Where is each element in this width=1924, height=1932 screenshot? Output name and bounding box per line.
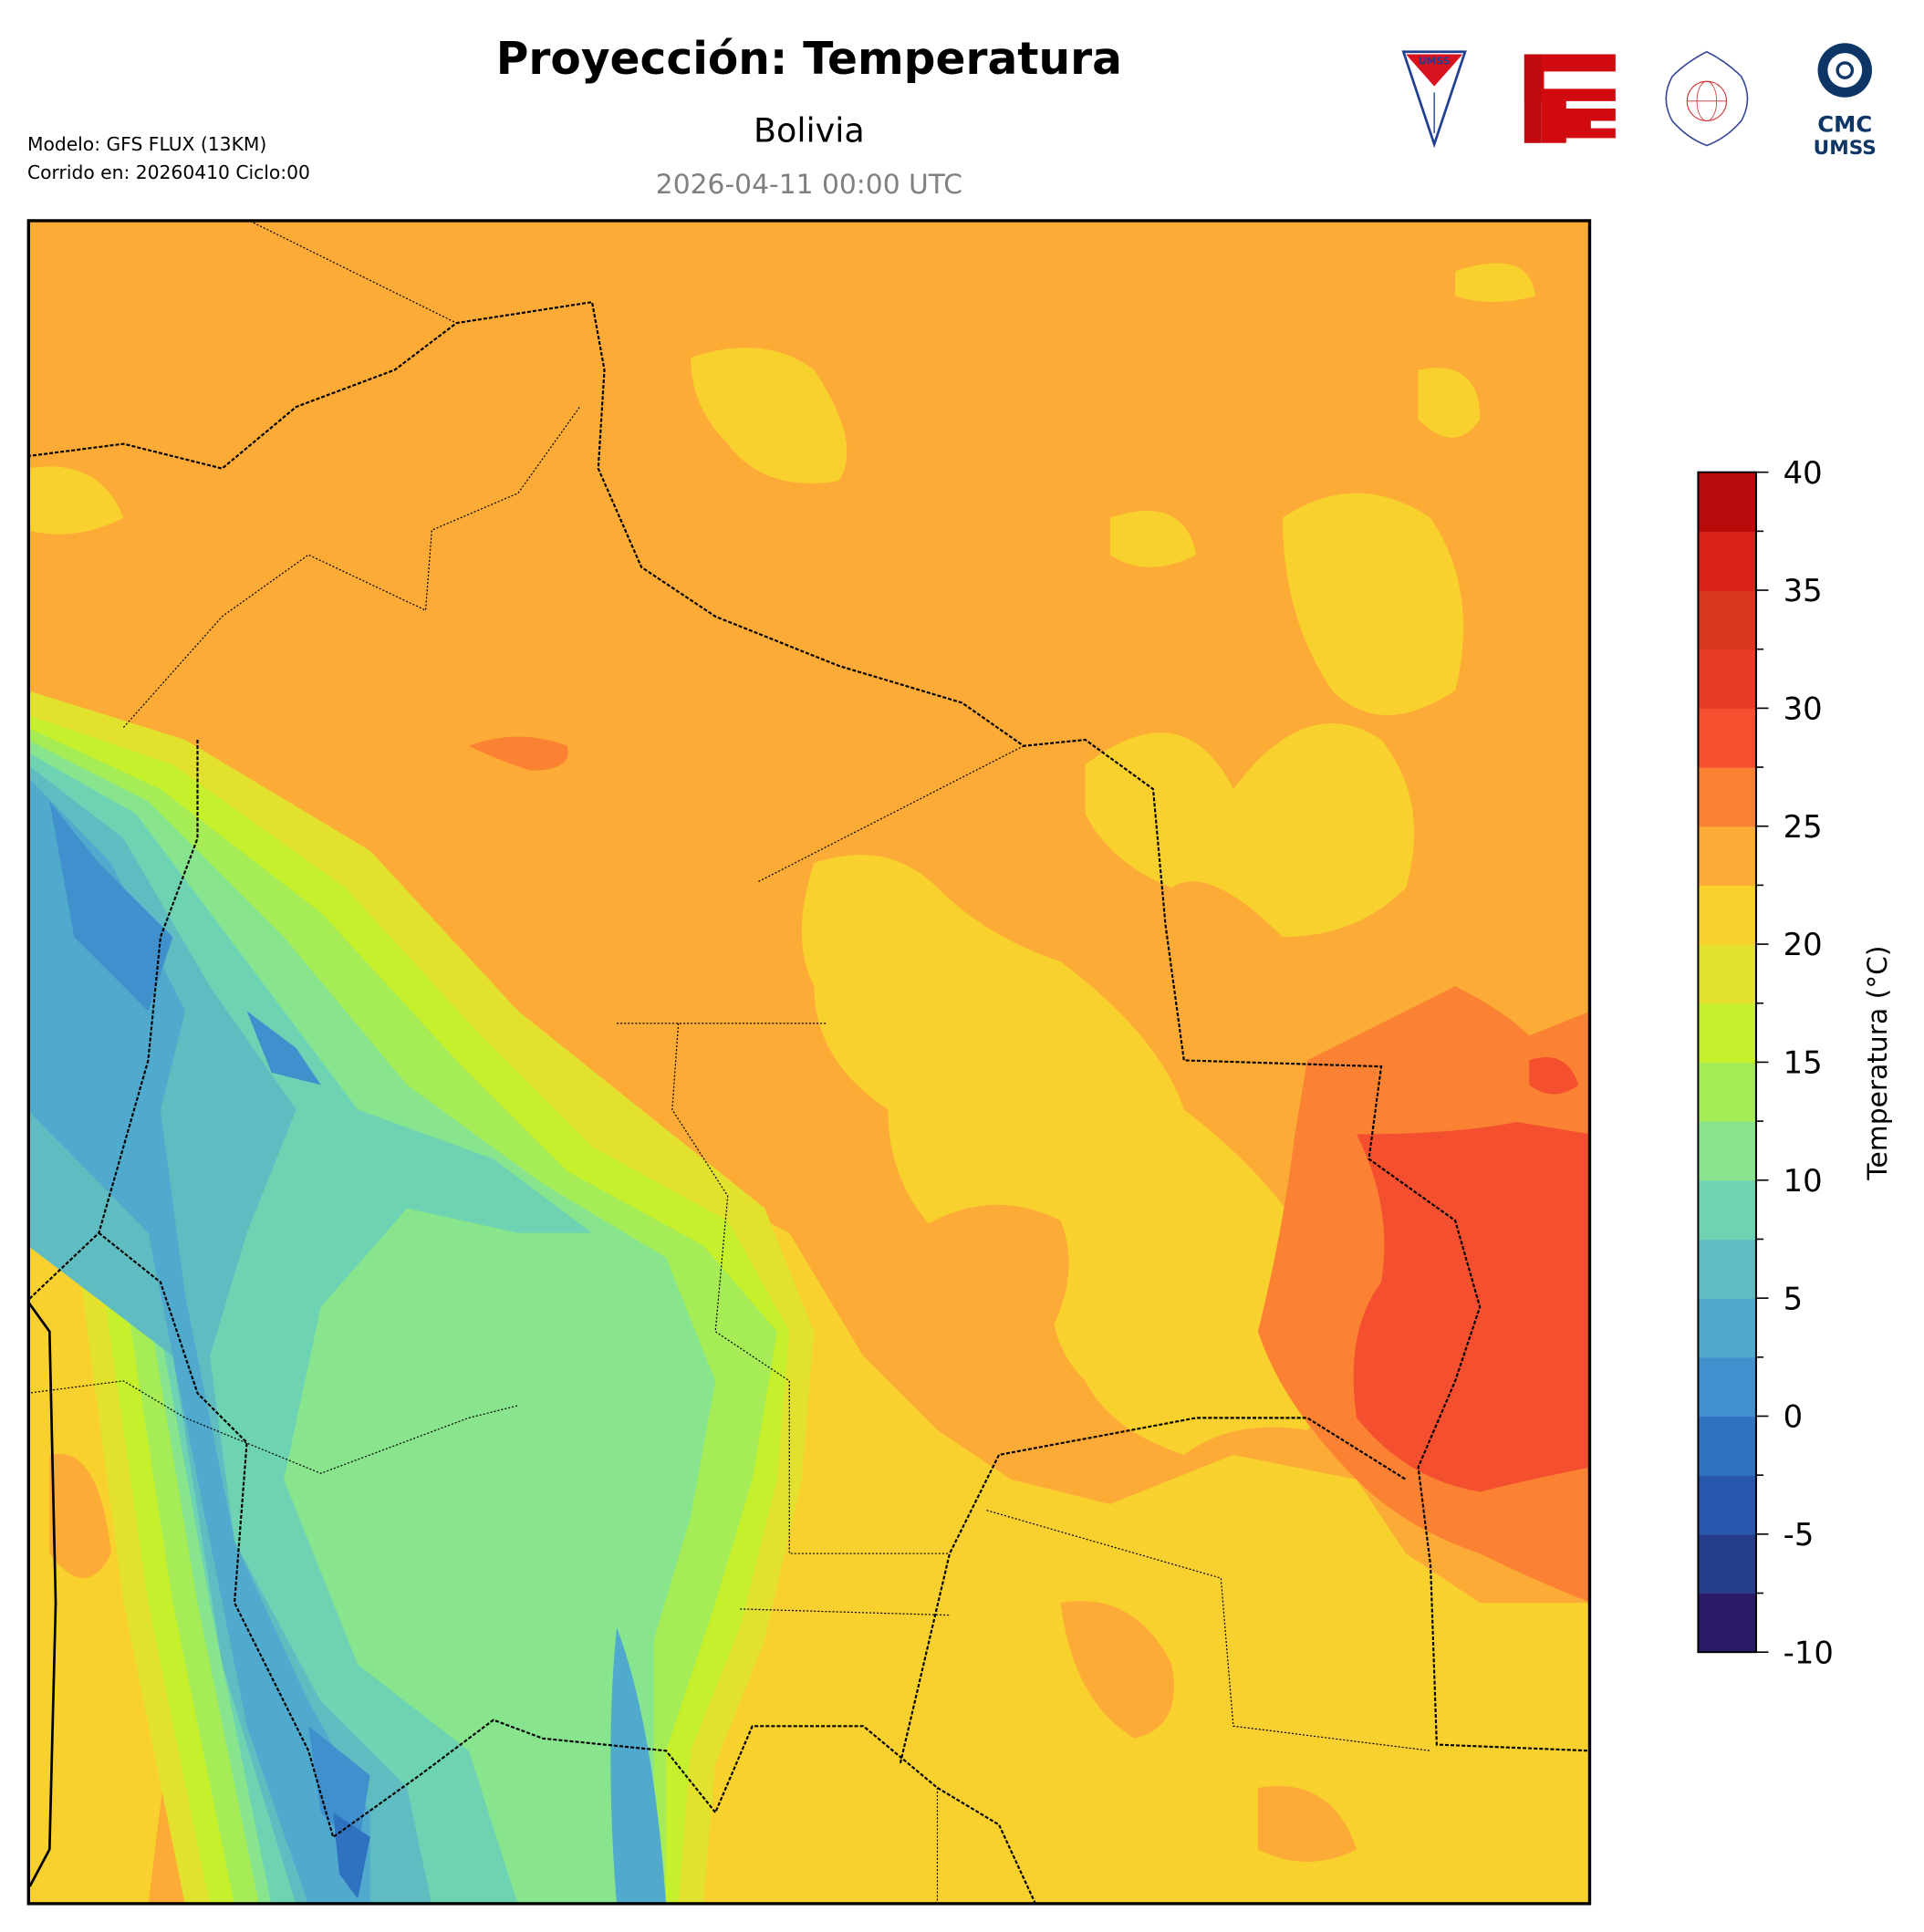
colorbar-tick-label: -5	[1784, 1517, 1815, 1553]
colorbar-segment	[1698, 1356, 1756, 1418]
colorbar-segment	[1698, 1121, 1756, 1181]
colorbar-segment	[1698, 1593, 1756, 1653]
field-0c	[333, 1812, 370, 1899]
colorbar-segment	[1698, 885, 1756, 945]
model-info: Modelo: GFS FLUX (13KM)	[27, 133, 266, 155]
colorbar-tick-label: -10	[1784, 1635, 1834, 1670]
colorbar-tick-label: 15	[1784, 1045, 1823, 1081]
colorbar-segment	[1698, 944, 1756, 1004]
svg-text:CMC: CMC	[1817, 111, 1872, 138]
colorbar-segment	[1698, 1239, 1756, 1299]
field-5c	[29, 779, 370, 1903]
colorbar-segment	[1698, 1298, 1756, 1358]
field-30c	[1353, 1121, 1589, 1492]
physics-department-logo	[1665, 50, 1749, 147]
field-2c	[49, 801, 370, 1850]
colorbar-tick-label: 35	[1784, 573, 1823, 608]
colorbar-tick-label: 20	[1784, 927, 1823, 962]
svg-text:UMSS: UMSS	[1814, 137, 1877, 160]
map-frame	[26, 219, 1592, 1906]
figure-subtitle: Bolivia	[754, 110, 865, 150]
temperature-map[interactable]	[27, 220, 1591, 1906]
svg-text:UMSS: UMSS	[1419, 55, 1451, 67]
colorbar-segment	[1698, 767, 1756, 827]
colorbar-tick-label: 30	[1784, 691, 1823, 727]
colorbar-segment	[1698, 708, 1756, 768]
colorbar-segment	[1698, 590, 1756, 650]
colorbar-tick-label: 0	[1784, 1399, 1803, 1435]
run-info: Corrido en: 20260410 Ciclo:00	[27, 161, 310, 183]
forecast-datetime: 2026-04-11 00:00 UTC	[656, 169, 962, 201]
colorbar-segment	[1698, 1416, 1756, 1476]
field-30c-patch	[1529, 1057, 1579, 1095]
colorbar-label: Temperatura (°C)	[1862, 946, 1894, 1181]
colorbar-segment	[1698, 826, 1756, 887]
cmc-umss-logo: CMC UMSS	[1814, 43, 1877, 160]
colorbar-segment	[1698, 1533, 1756, 1594]
country-borders	[29, 222, 1589, 1903]
colorbar-segment	[1698, 472, 1756, 533]
figure-title: Proyección: Temperatura	[496, 34, 1122, 85]
colorbar-tick-label: 40	[1784, 455, 1823, 491]
colorbar-segment	[1698, 531, 1756, 591]
colorbar-tick-label: 10	[1784, 1163, 1823, 1199]
colorbar-segment	[1698, 1475, 1756, 1535]
field-27c-patch	[468, 736, 568, 771]
colorbar: 40 35 30 25 20 15 10 5 0 -5 -10	[1697, 455, 1834, 1670]
colorbar-segment	[1698, 649, 1756, 710]
umss-logo: UMSS	[1401, 50, 1467, 149]
colorbar-segment	[1698, 1062, 1756, 1122]
colorbar-segment	[1698, 1179, 1756, 1241]
colorbar-tick-label: 25	[1784, 809, 1823, 845]
fcyt-logo	[1524, 54, 1616, 143]
colorbar-tick-label: 5	[1784, 1281, 1803, 1316]
field-5c-south	[610, 1627, 666, 1903]
field-25c-patches	[49, 1204, 1357, 1862]
colorbar-segment	[1698, 1002, 1756, 1064]
